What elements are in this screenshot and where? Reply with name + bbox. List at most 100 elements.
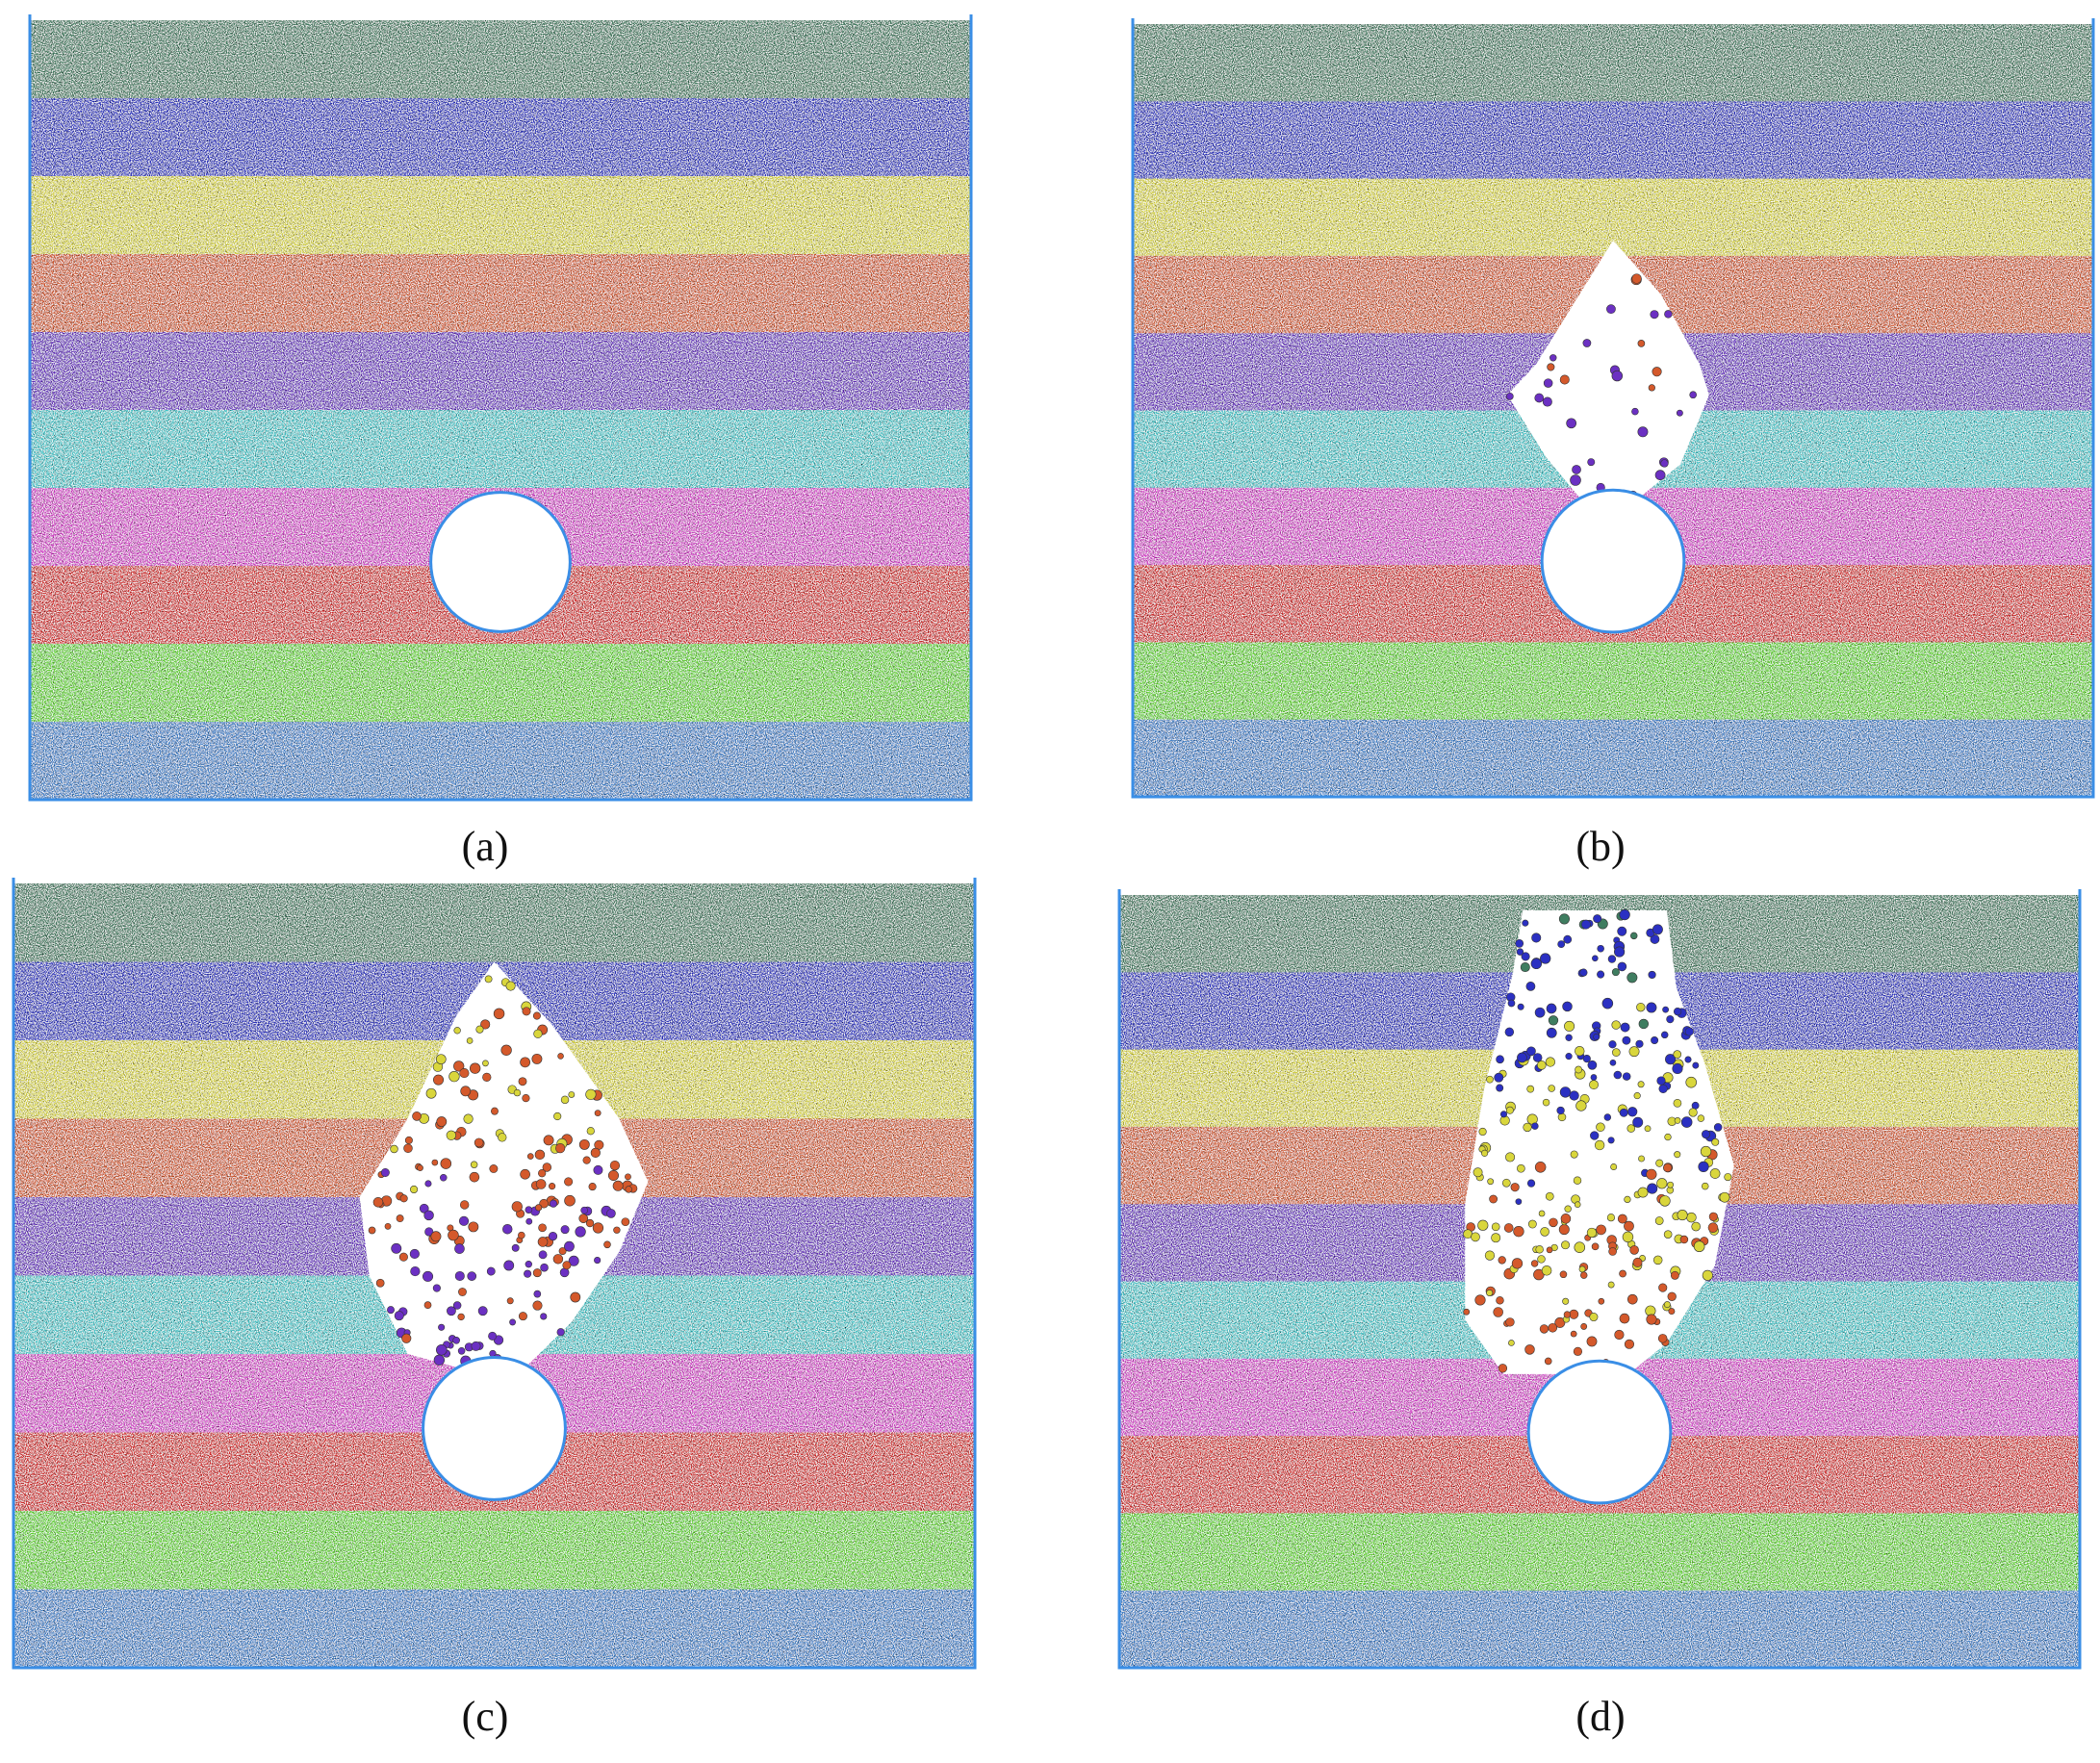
debris-particle bbox=[458, 1215, 470, 1226]
debris-particle bbox=[498, 1133, 507, 1142]
debris-particle bbox=[1499, 1111, 1508, 1118]
debris-particle bbox=[1543, 378, 1553, 388]
debris-particle bbox=[375, 1278, 385, 1288]
debris-particle bbox=[1631, 273, 1642, 284]
debris-particle bbox=[1650, 310, 1659, 319]
debris-particle bbox=[1561, 1240, 1571, 1250]
debris-particle bbox=[1520, 962, 1530, 973]
debris-particle bbox=[1637, 1081, 1645, 1088]
debris-particle bbox=[1578, 1265, 1586, 1273]
debris-particle bbox=[1548, 1085, 1555, 1092]
debris-particle bbox=[1673, 1050, 1682, 1059]
debris-particle bbox=[1534, 393, 1545, 403]
debris-particle bbox=[1463, 1308, 1471, 1316]
debris-particle bbox=[423, 1270, 434, 1282]
debris-particle bbox=[396, 1214, 404, 1223]
debris-particle bbox=[1688, 1108, 1698, 1117]
debris-particle bbox=[1574, 1241, 1586, 1253]
debris-particle bbox=[466, 1037, 474, 1044]
soil-layer bbox=[13, 1511, 975, 1591]
debris-particle bbox=[1656, 1178, 1668, 1189]
debris-particle bbox=[1565, 1034, 1573, 1041]
debris-particle bbox=[471, 1341, 481, 1351]
debris-particle bbox=[1657, 1334, 1668, 1343]
debris-particle bbox=[613, 1226, 621, 1234]
collapse-zone bbox=[359, 961, 649, 1370]
debris-particle bbox=[592, 1222, 604, 1234]
debris-particle bbox=[1631, 407, 1639, 416]
debris-particle bbox=[424, 1227, 434, 1237]
panel-label: (d) bbox=[1575, 1693, 1625, 1740]
debris-particle bbox=[1513, 1226, 1524, 1238]
debris-particle bbox=[1658, 1283, 1668, 1292]
debris-particle bbox=[1590, 1131, 1600, 1140]
container-wall bbox=[12, 878, 977, 1670]
debris-particle bbox=[1531, 1122, 1539, 1130]
debris-particle bbox=[469, 1062, 481, 1074]
debris-particle bbox=[1539, 1324, 1549, 1334]
debris-particle bbox=[1582, 339, 1592, 347]
debris-particle bbox=[513, 1088, 522, 1097]
debris-particle bbox=[594, 1257, 602, 1265]
soil-layer bbox=[30, 20, 971, 99]
debris-particle bbox=[438, 1323, 446, 1331]
debris-particle bbox=[1606, 1214, 1616, 1222]
debris-particle bbox=[1575, 1046, 1585, 1057]
debris-particle bbox=[1538, 1210, 1546, 1217]
debris-particle bbox=[1603, 1113, 1612, 1121]
debris-particle bbox=[1610, 1163, 1618, 1171]
debris-particle bbox=[532, 1011, 541, 1020]
debris-particle bbox=[578, 1138, 590, 1150]
debris-particle bbox=[1546, 1246, 1553, 1254]
debris-particle bbox=[562, 1261, 572, 1270]
debris-particle bbox=[433, 1354, 446, 1366]
debris-particle bbox=[463, 1113, 474, 1124]
debris-particle bbox=[1548, 1322, 1558, 1333]
debris-particle bbox=[505, 981, 516, 991]
debris-particle bbox=[412, 1111, 422, 1121]
debris-particle bbox=[1570, 1150, 1578, 1159]
debris-particle bbox=[525, 1217, 533, 1225]
debris-particle bbox=[1563, 1311, 1571, 1318]
debris-particle bbox=[469, 1171, 480, 1183]
debris-particle bbox=[1629, 1245, 1639, 1255]
debris-particle bbox=[435, 1054, 447, 1065]
debris-particle bbox=[1574, 1201, 1581, 1208]
debris-particle bbox=[1549, 1217, 1558, 1228]
debris-particle bbox=[1608, 1040, 1617, 1049]
debris-particle bbox=[417, 1164, 423, 1172]
debris-particle bbox=[1638, 1018, 1650, 1030]
debris-particle bbox=[1691, 1221, 1701, 1232]
debris-particle bbox=[1691, 1101, 1700, 1110]
debris-particle bbox=[1697, 1114, 1705, 1122]
debris-particle bbox=[1534, 1162, 1547, 1173]
debris-particle bbox=[1646, 1002, 1657, 1013]
debris-particle bbox=[1558, 913, 1570, 925]
debris-particle bbox=[1572, 465, 1581, 474]
debris-particle bbox=[1628, 1046, 1640, 1058]
debris-particle bbox=[585, 1218, 595, 1228]
debris-particle bbox=[1611, 1020, 1621, 1030]
tunnel bbox=[1540, 488, 1686, 634]
debris bbox=[1505, 273, 1698, 500]
soil-layer bbox=[30, 254, 971, 333]
debris-particle bbox=[533, 1290, 542, 1298]
debris-particle bbox=[549, 1183, 556, 1190]
debris-particle bbox=[433, 1074, 445, 1086]
debris-particle bbox=[1646, 1168, 1657, 1180]
debris-particle bbox=[1606, 304, 1616, 315]
debris-particle bbox=[560, 1225, 570, 1235]
debris-particle bbox=[570, 1291, 581, 1303]
debris-particle bbox=[1477, 1219, 1489, 1231]
debris-particle bbox=[1505, 1106, 1514, 1114]
debris-particle bbox=[1619, 1269, 1626, 1278]
debris-particle bbox=[1609, 1059, 1617, 1066]
debris-particle bbox=[540, 1263, 549, 1272]
debris-particle bbox=[1496, 1055, 1504, 1064]
debris-particle bbox=[467, 1271, 477, 1281]
debris-particle bbox=[484, 975, 493, 984]
debris-particle bbox=[1656, 1076, 1666, 1086]
soil-layer bbox=[1133, 101, 2093, 180]
debris-particle bbox=[556, 1328, 565, 1337]
